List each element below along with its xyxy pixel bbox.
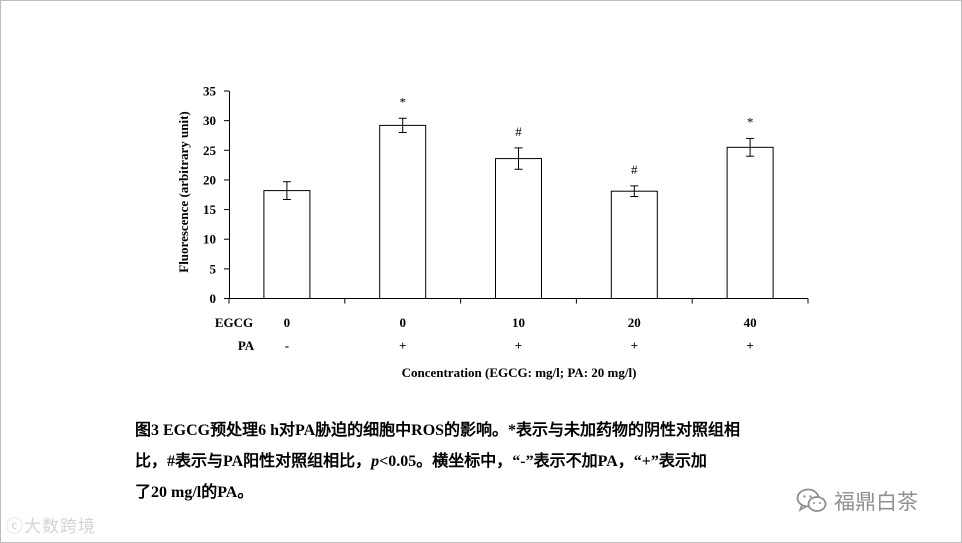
y-tick-label: 35 [203, 84, 217, 99]
caption-line-2: 比，#表示与PA阳性对照组相比，p<0.05。横坐标中，“-”表示不加PA，“+… [135, 446, 835, 477]
y-tick-label: 15 [203, 202, 217, 217]
bar [610, 190, 658, 299]
bar [495, 158, 542, 299]
pa-value-label: + [631, 338, 638, 353]
pa-value-label: + [515, 338, 522, 353]
watermark-right: 福鼎白茶 [796, 486, 918, 516]
x-axis-label: Concentration (EGCG: mg/l; PA: 20 mg/l) [402, 365, 637, 380]
bar [726, 146, 774, 299]
egcg-value-label: 0 [399, 315, 406, 330]
caption-p-value: p [371, 453, 380, 470]
significance-marker: # [515, 124, 522, 139]
significance-marker: * [399, 94, 406, 109]
y-tick-label: 0 [210, 291, 217, 306]
caption-line-2-start: 比，#表示与PA阳性对照组相比， [135, 453, 372, 470]
egcg-value-label: 40 [744, 315, 757, 330]
pa-row-label: PA [238, 338, 255, 353]
watermark-right-text: 福鼎白茶 [834, 490, 918, 514]
caption-line-3: 了20 mg/l的PA。 [135, 484, 254, 501]
egcg-value-label: 0 [284, 315, 291, 330]
significance-marker: * [747, 114, 754, 129]
y-tick-label: 5 [210, 261, 217, 276]
bar [379, 124, 427, 299]
figure-caption: 图3 EGCG预处理6 h对PA胁迫的细胞中ROS的影响。*表示与未加药物的阴性… [135, 415, 835, 508]
wechat-icon [796, 488, 827, 512]
pa-value-label: + [399, 338, 406, 353]
y-tick-label: 25 [203, 143, 217, 158]
y-tick-label: 30 [203, 113, 216, 128]
pa-value-label: - [285, 338, 289, 353]
egcg-row-label: EGCG [215, 315, 253, 330]
watermark-left: ⓒ大数跨境 [6, 517, 96, 537]
egcg-value-label: 20 [628, 315, 641, 330]
caption-line-1: 图3 EGCG预处理6 h对PA胁迫的细胞中ROS的影响。*表示与未加药物的阴性… [135, 422, 741, 439]
y-tick-label: 20 [203, 172, 216, 187]
egcg-value-label: 10 [512, 315, 525, 330]
significance-marker: # [631, 162, 638, 177]
bar [263, 190, 311, 300]
y-axis-label: Fluorescence (arbitrary unit) [176, 111, 191, 273]
pa-value-label: + [746, 338, 753, 353]
y-tick-label: 10 [203, 232, 216, 247]
caption-line-2-end: <0.05。横坐标中，“-”表示不加PA，“+”表示加 [379, 453, 707, 470]
